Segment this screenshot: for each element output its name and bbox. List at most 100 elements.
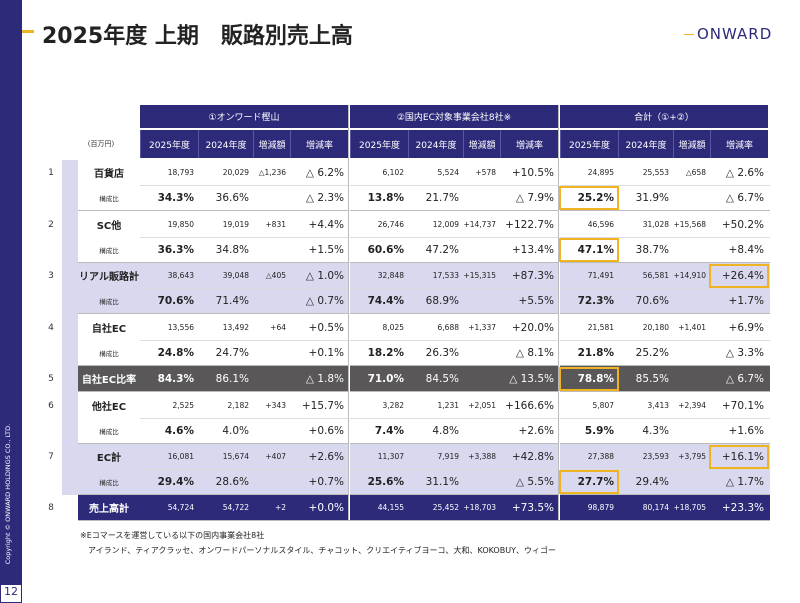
title: 2025年度 上期 販路別売上高 [42, 24, 353, 49]
highlight-frame [559, 367, 619, 391]
row-number: 6 [48, 400, 54, 411]
cell: △ 6.2% [305, 166, 344, 179]
ratio-label: 構成比 [99, 349, 119, 358]
column-header: 増減額 [463, 130, 500, 158]
cell: 71.0% [367, 372, 404, 385]
row-rule [78, 391, 770, 392]
cell: +1.6% [728, 424, 764, 437]
cell: △ 6.7% [725, 372, 764, 385]
cell: △ 13.5% [509, 372, 554, 385]
cell: 21.7% [425, 191, 459, 204]
group-separator [348, 105, 350, 520]
row-label: EC計 [96, 453, 122, 464]
column-header: 2025年度 [350, 130, 408, 158]
cell: 7.4% [374, 424, 404, 437]
cell: 18.2% [367, 346, 404, 359]
cell: 15,674 [222, 452, 249, 461]
cell: +87.3% [511, 269, 554, 282]
cell: 5,524 [437, 168, 459, 177]
title-accent [22, 30, 34, 33]
cell: +0.5% [308, 321, 344, 334]
cell: 4.0% [222, 424, 249, 437]
cell: 29.4% [635, 475, 669, 488]
cell: 24,895 [587, 168, 614, 177]
cell: 18,793 [167, 168, 194, 177]
highlight-frame [559, 238, 619, 262]
cell: 38.7% [635, 243, 669, 256]
ratio-rule [140, 237, 770, 238]
cell: 25,452 [432, 503, 459, 512]
cell: +8.4% [728, 243, 764, 256]
cell: +0.1% [308, 346, 344, 359]
cell: 54,724 [167, 503, 194, 512]
cell: 47.2% [425, 243, 459, 256]
cell: +5.5% [518, 294, 554, 307]
cell: 13,556 [167, 323, 194, 332]
ratio-label: 構成比 [99, 194, 119, 203]
row-label: 自社EC比率 [81, 375, 137, 386]
cell: +13.4% [511, 243, 554, 256]
cell: +15,315 [463, 271, 496, 280]
row-rule [78, 443, 770, 444]
cell: +0.7% [308, 475, 344, 488]
cell: +0.0% [308, 501, 344, 514]
cell: 36.3% [157, 243, 194, 256]
row-label: 他社EC [91, 402, 127, 413]
cell: +20.0% [511, 321, 554, 334]
ratio-rule [140, 340, 770, 341]
row-label: リアル販路計 [79, 272, 139, 283]
cell: 71,491 [587, 271, 614, 280]
cell: 54,722 [222, 503, 249, 512]
row-background [78, 495, 770, 520]
column-header: 2025年度 [560, 130, 618, 158]
cell: +64 [270, 323, 286, 332]
cell: +14,910 [673, 271, 706, 280]
cell: 3,413 [647, 401, 669, 410]
cell: 5,807 [592, 401, 614, 410]
row-rule [78, 520, 770, 521]
cell: 85.5% [635, 372, 669, 385]
cell: 17,533 [432, 271, 459, 280]
cell: 5.9% [584, 424, 614, 437]
cell: 27,388 [587, 452, 614, 461]
cell: +2.6% [518, 424, 554, 437]
row-label: SC他 [96, 221, 122, 232]
cell: 6,102 [382, 168, 404, 177]
cell: +18,705 [673, 503, 706, 512]
cell: 80,174 [642, 503, 669, 512]
cell: 84.3% [157, 372, 194, 385]
cell: 71.4% [215, 294, 249, 307]
cell: 44,155 [377, 503, 404, 512]
cell: +26.4% [721, 269, 764, 282]
cell: +343 [265, 401, 286, 410]
cell: 27.7% [577, 475, 614, 488]
cell: △ 2.3% [305, 191, 344, 204]
row-number: 2 [48, 219, 54, 230]
cell: 34.8% [215, 243, 249, 256]
ratio-label: 構成比 [99, 246, 119, 255]
highlight-frame [559, 470, 619, 494]
cell: 26.3% [425, 346, 459, 359]
cell: +18,703 [463, 503, 496, 512]
cell: +2,394 [678, 401, 706, 410]
cell: 84.5% [425, 372, 459, 385]
cell: +166.6% [505, 399, 554, 412]
cell: △1,236 [258, 168, 286, 177]
ratio-rule [140, 185, 770, 186]
cell: 20,180 [642, 323, 669, 332]
cell: +15,568 [673, 220, 706, 229]
cell: +6.9% [728, 321, 764, 334]
cell: +1,337 [468, 323, 496, 332]
row-number: 3 [48, 270, 54, 281]
cell: △658 [685, 168, 706, 177]
row-rule [78, 365, 770, 366]
row-label: 百貨店 [94, 169, 124, 180]
cell: △ 8.1% [515, 346, 554, 359]
column-header: 2025年度 [140, 130, 198, 158]
highlight-frame [559, 186, 619, 210]
cell: 68.9% [425, 294, 459, 307]
cell: △ 2.6% [725, 166, 764, 179]
cell: +578 [475, 168, 496, 177]
column-header: 2024年度 [408, 130, 463, 158]
copyright: Copyright © ONWARD HOLDINGS CO., LTD. [4, 423, 12, 565]
